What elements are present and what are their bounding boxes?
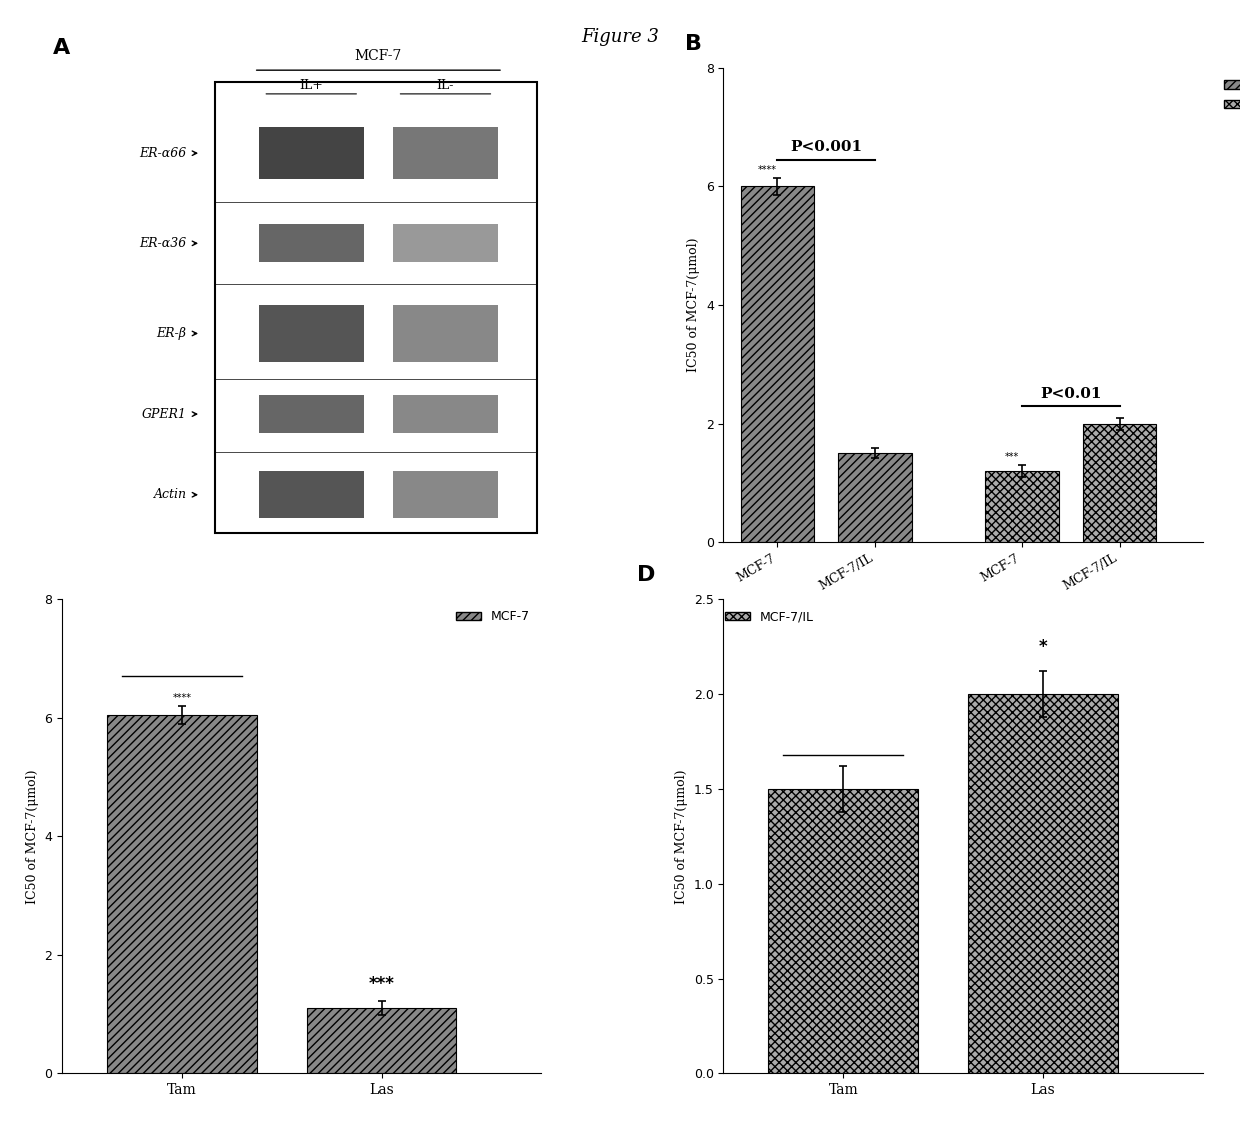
Text: GPER1: GPER1 xyxy=(141,408,187,420)
Bar xyxy=(769,789,918,1074)
Text: P<0.01: P<0.01 xyxy=(1040,388,1101,401)
Text: ****: **** xyxy=(758,165,777,174)
FancyBboxPatch shape xyxy=(258,225,365,262)
Bar xyxy=(838,453,911,542)
FancyBboxPatch shape xyxy=(393,127,498,180)
Y-axis label: IC50 of MCF-7(μmol): IC50 of MCF-7(μmol) xyxy=(676,770,688,904)
FancyBboxPatch shape xyxy=(258,305,365,362)
Text: IL-: IL- xyxy=(436,78,454,92)
FancyBboxPatch shape xyxy=(393,225,498,262)
Text: ****: **** xyxy=(172,693,191,703)
Bar xyxy=(306,1008,456,1074)
Text: D: D xyxy=(637,565,656,585)
Bar xyxy=(107,715,257,1074)
Text: ***: *** xyxy=(368,975,394,993)
Legend: MCF-7: MCF-7 xyxy=(451,606,536,628)
Bar xyxy=(968,694,1118,1074)
Text: Figure 3: Figure 3 xyxy=(582,28,658,46)
Text: Actin: Actin xyxy=(154,488,187,502)
FancyBboxPatch shape xyxy=(393,471,498,519)
Y-axis label: IC50 of MCF-7(μmol): IC50 of MCF-7(μmol) xyxy=(26,770,38,904)
Text: ER-α36: ER-α36 xyxy=(139,237,187,250)
Bar xyxy=(1083,424,1157,542)
FancyBboxPatch shape xyxy=(258,127,365,180)
Text: ER-β: ER-β xyxy=(156,327,187,340)
FancyBboxPatch shape xyxy=(393,396,498,433)
Text: ER-α66: ER-α66 xyxy=(139,147,187,159)
Legend: Tam, Las: Tam, Las xyxy=(1219,75,1240,116)
Y-axis label: IC50 of MCF-7(μmol): IC50 of MCF-7(μmol) xyxy=(687,237,701,372)
Bar xyxy=(740,186,813,542)
Text: P<0.001: P<0.001 xyxy=(790,140,862,154)
Text: ***: *** xyxy=(1004,452,1019,462)
Text: A: A xyxy=(52,38,69,59)
Legend: MCF-7/IL: MCF-7/IL xyxy=(720,606,820,628)
Text: *: * xyxy=(1039,638,1048,657)
FancyBboxPatch shape xyxy=(393,305,498,362)
Text: B: B xyxy=(686,34,702,53)
FancyBboxPatch shape xyxy=(258,396,365,433)
FancyBboxPatch shape xyxy=(258,471,365,519)
Text: IL+: IL+ xyxy=(299,78,324,92)
Text: MCF-7: MCF-7 xyxy=(355,49,402,63)
Bar xyxy=(985,471,1059,542)
